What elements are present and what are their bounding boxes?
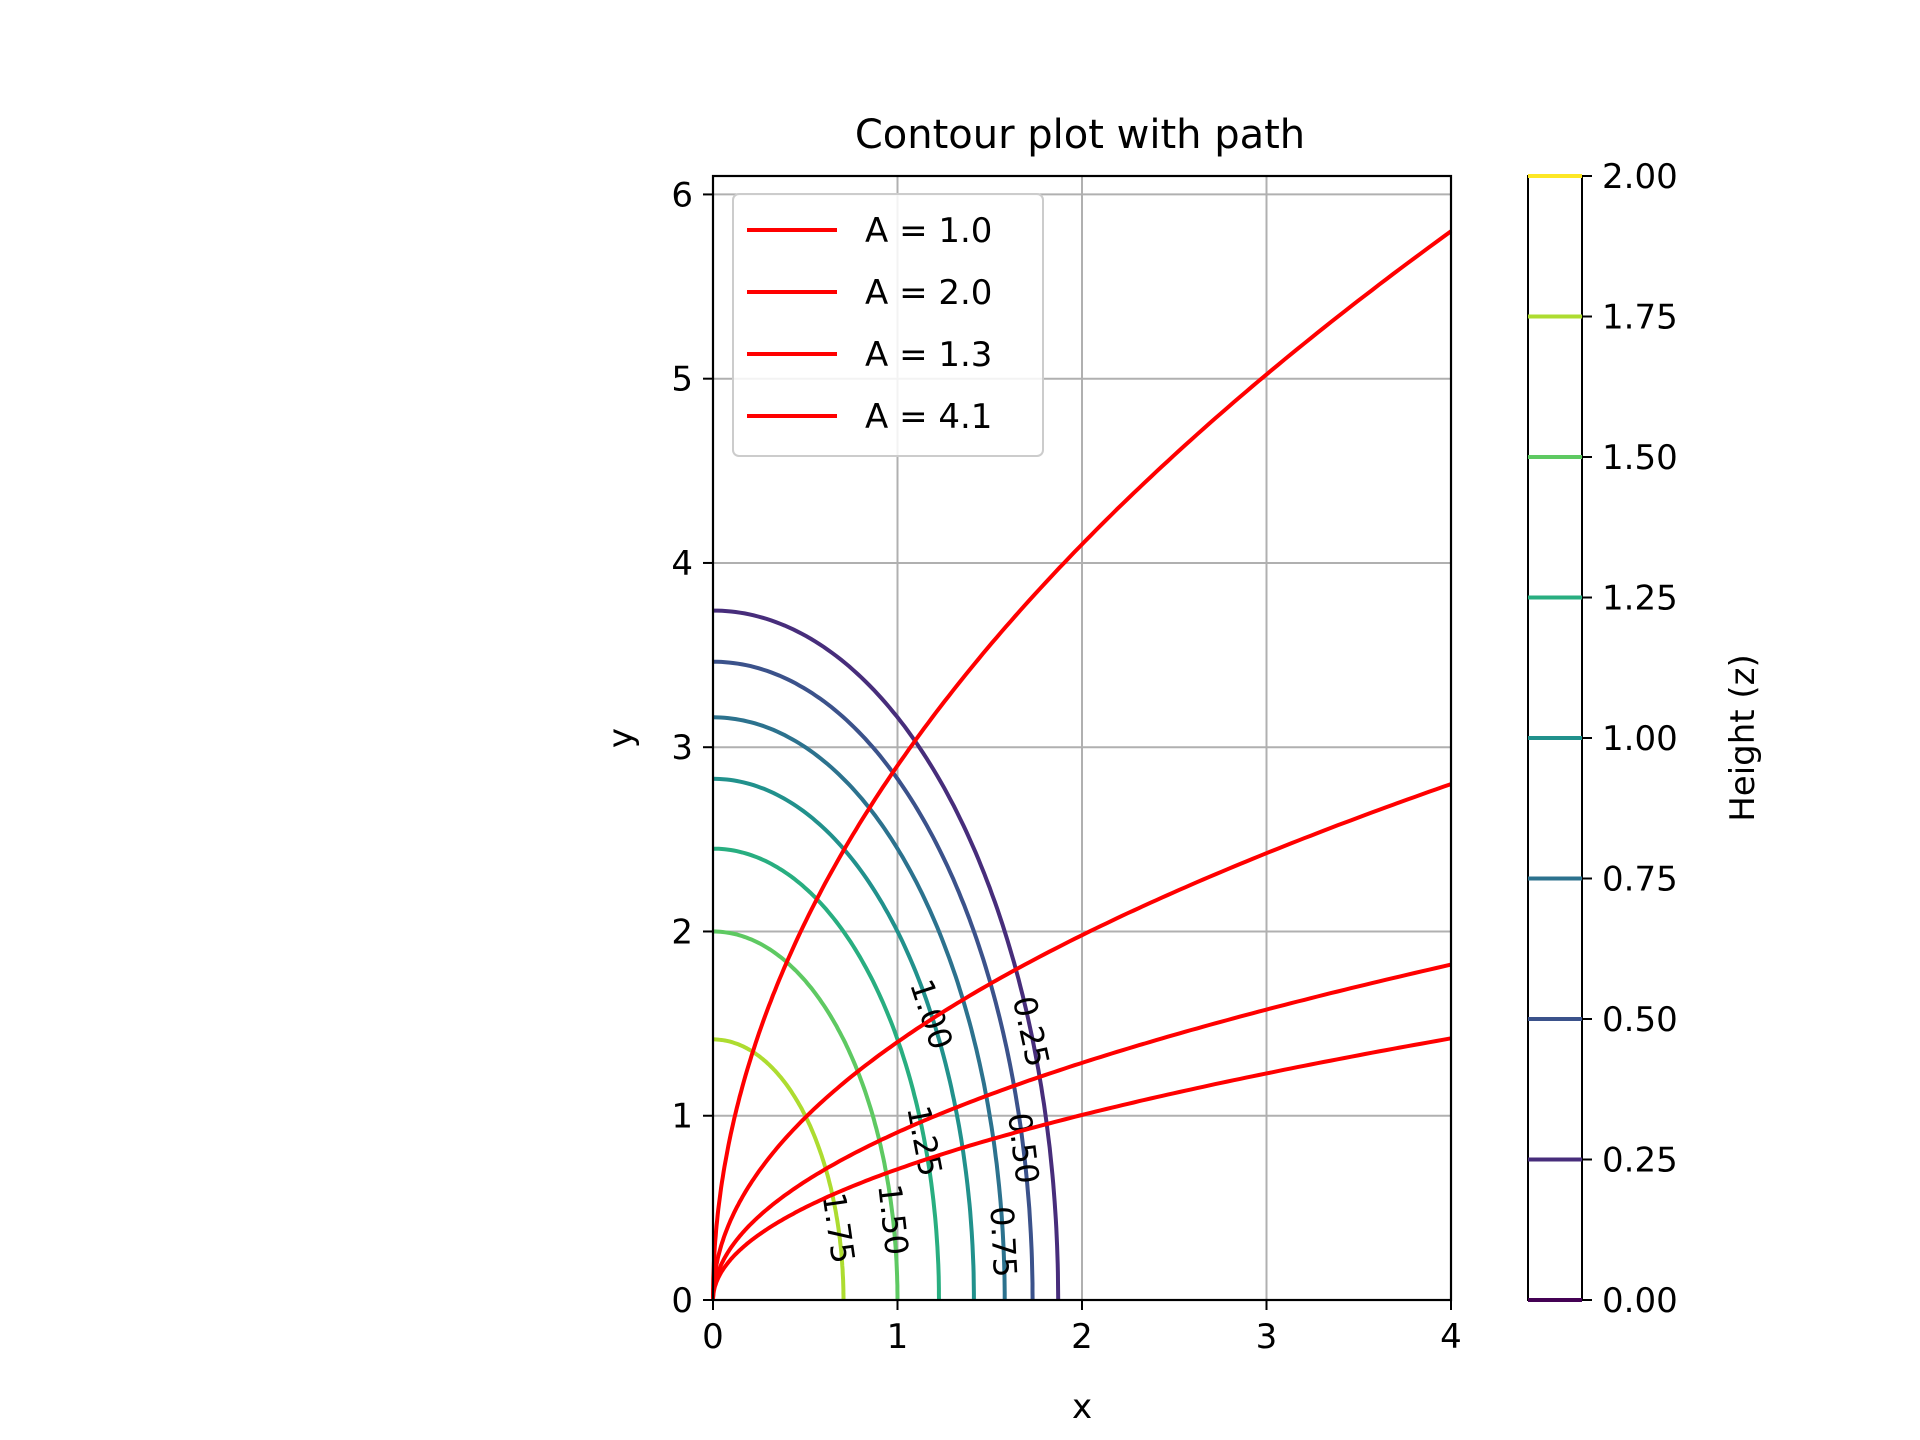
y-tick-label: 4 — [671, 544, 693, 584]
contour-label: 1.50 — [870, 1182, 916, 1257]
colorbar-tick-label: 1.75 — [1602, 298, 1678, 338]
y-axis-label: y — [601, 728, 641, 748]
grid — [712, 176, 1452, 1301]
legend: A = 1.0 A = 2.0 A = 1.3 A = 4.1 — [732, 193, 1044, 457]
colorbar-tick-label: 0.50 — [1602, 1000, 1678, 1040]
contour-line-0.50 — [712, 659, 1035, 1301]
contour-line-1.25 — [713, 846, 941, 1301]
legend-entry: A = 1.0 — [865, 211, 992, 251]
y-tick-label: 1 — [671, 1097, 693, 1137]
x-tick-label: 3 — [1256, 1317, 1278, 1357]
contour-line-1.00 — [712, 776, 976, 1300]
x-axis-ticks: 0 1 2 3 4 — [702, 1300, 1462, 1357]
y-tick-label: 0 — [671, 1281, 693, 1321]
colorbar-tick-label: 0.00 — [1602, 1281, 1678, 1321]
x-axis-label: x — [1072, 1387, 1092, 1427]
x-tick-label: 2 — [1071, 1317, 1093, 1357]
colorbar-tick-label: 1.25 — [1602, 579, 1678, 619]
y-tick-label: 2 — [671, 912, 693, 952]
legend-entry: A = 1.3 — [865, 335, 992, 375]
y-tick-label: 6 — [671, 175, 693, 215]
contour-label: 0.50 — [1000, 1111, 1046, 1186]
path-series-line — [711, 229, 1453, 1300]
path-series-line — [711, 1036, 1452, 1300]
colorbar-tick-label: 1.50 — [1602, 438, 1678, 478]
x-tick-label: 1 — [887, 1317, 909, 1357]
contour-line-0.75 — [712, 715, 1007, 1300]
contour-line-0.25 — [713, 608, 1061, 1301]
colorbar-tick-label: 1.00 — [1602, 719, 1678, 759]
x-tick-label: 0 — [702, 1317, 724, 1357]
y-tick-label: 5 — [671, 360, 693, 400]
x-tick-label: 4 — [1440, 1317, 1462, 1357]
path-series-line — [711, 962, 1452, 1300]
y-axis-ticks: 0 1 2 3 4 5 6 — [671, 175, 713, 1321]
colorbar-tick-label: 0.25 — [1602, 1141, 1678, 1181]
legend-box — [732, 193, 1044, 457]
legend-entry: A = 2.0 — [865, 273, 992, 313]
contour-line-1.50 — [713, 929, 900, 1300]
colorbar-tick-label: 0.75 — [1602, 860, 1678, 900]
legend-entry: A = 4.1 — [865, 397, 992, 437]
y-tick-label: 3 — [671, 728, 693, 768]
colorbar-tick-label: 2.00 — [1602, 157, 1678, 197]
contour-label: 0.75 — [983, 1205, 1025, 1278]
path-series-line — [711, 782, 1452, 1300]
chart-title: Contour plot with path — [855, 112, 1305, 158]
path-series — [711, 229, 1453, 1300]
colorbar: 0.00 0.25 0.50 0.75 1.00 1.25 1.50 1.75 2.00 — [1527, 157, 1678, 1321]
colorbar-label: Height (z) — [1723, 654, 1763, 822]
